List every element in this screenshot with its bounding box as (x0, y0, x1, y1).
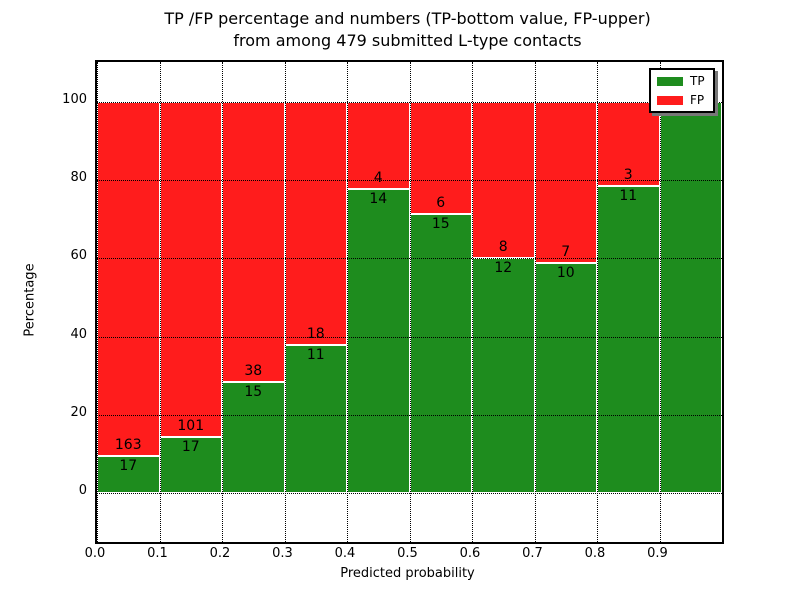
gridline-horizontal (97, 101, 722, 103)
y-axis-label: Percentage (22, 263, 38, 337)
gridline-vertical (97, 62, 98, 542)
y-tick-label: 60 (70, 248, 87, 264)
gridline-vertical (472, 62, 473, 542)
tp-count-label: 12 (494, 260, 513, 277)
fp-count-label: 38 (244, 363, 263, 380)
x-tick-label: 0.2 (209, 546, 231, 561)
bar-segment-tp (284, 344, 347, 494)
bar-segment-fp (472, 101, 535, 259)
bar-segment-tp (534, 262, 597, 494)
tp-count-label: 17 (119, 458, 138, 475)
gridline-horizontal (97, 493, 722, 495)
legend-entry-fp: FP (657, 94, 707, 106)
bar-segment-tp (347, 188, 410, 494)
y-tick-label: 100 (62, 91, 87, 107)
bar-segment-fp (284, 101, 347, 345)
bar-segment-tp (409, 213, 472, 494)
chart-title-line2: from among 479 submitted L-type contacts (233, 31, 582, 50)
bar-segment-fp (347, 101, 410, 189)
bar-segment-tp (659, 101, 722, 494)
fp-count-label: 101 (177, 417, 205, 434)
fp-count-label: 6 (436, 194, 446, 211)
fp-count-label: 8 (498, 239, 508, 256)
tp-count-label: 14 (369, 190, 388, 207)
x-tick-label: 0.5 (397, 546, 418, 561)
gridline-horizontal (97, 336, 722, 338)
fp-count-label: 7 (561, 243, 571, 260)
gridline-vertical (659, 62, 661, 542)
chart-title-line1: TP /FP percentage and numbers (TP-bottom… (164, 9, 651, 28)
x-tick-label: 0.1 (147, 546, 168, 561)
tp-count-label: 10 (556, 264, 575, 281)
x-tick-label: 0.4 (334, 546, 356, 561)
gridline-horizontal (97, 180, 722, 182)
y-tick-label: 80 (70, 170, 87, 186)
bar-segment-tp (472, 258, 535, 494)
gridline-vertical (534, 62, 536, 542)
x-axis-label: Predicted probability (340, 566, 475, 581)
x-tick-label: 0.0 (84, 546, 106, 561)
legend: TP FP (649, 68, 715, 113)
x-tick-label: 0.3 (272, 546, 293, 561)
x-tick-label: 0.7 (522, 546, 543, 561)
tp-count-label: 17 (181, 438, 200, 455)
legend-entry-tp: TP (657, 75, 707, 87)
fp-count-label: 163 (114, 437, 142, 454)
bar-segment-fp (97, 101, 160, 457)
tp-count-label: 11 (619, 187, 638, 204)
fp-count-label: 4 (373, 169, 383, 186)
tp-count-label: 15 (431, 215, 450, 232)
x-tick-label: 0.9 (647, 546, 668, 561)
x-tick-label: 0.8 (584, 546, 606, 561)
legend-swatch-fp (657, 95, 683, 105)
bar-segment-fp (409, 101, 472, 214)
gridline-horizontal (97, 258, 722, 260)
fp-count-label: 3 (623, 166, 633, 183)
bar-segment-fp (222, 101, 285, 383)
legend-label-fp: FP (690, 93, 705, 107)
gridline-vertical (222, 62, 223, 542)
gridline-vertical (284, 62, 286, 542)
bar-segment-fp (534, 101, 597, 263)
legend-label-tp: TP (690, 74, 705, 88)
gridline-vertical (159, 62, 161, 542)
tp-count-label: 15 (244, 384, 263, 401)
gridline-vertical (597, 62, 598, 542)
tp-count-label: 11 (306, 346, 325, 363)
y-tick-label: 0 (78, 483, 87, 499)
legend-swatch-tp (657, 76, 683, 86)
x-tick-label: 0.6 (459, 546, 481, 561)
gridline-horizontal (97, 414, 722, 416)
gridline-vertical (409, 62, 411, 542)
fp-count-label: 18 (306, 325, 325, 342)
y-tick-label: 40 (70, 326, 87, 342)
bar-segment-tp (597, 185, 660, 494)
bar-segment-tp (97, 456, 160, 494)
bar-segment-fp (159, 101, 222, 437)
y-tick-label: 20 (70, 404, 87, 420)
gridline-vertical (347, 62, 348, 542)
